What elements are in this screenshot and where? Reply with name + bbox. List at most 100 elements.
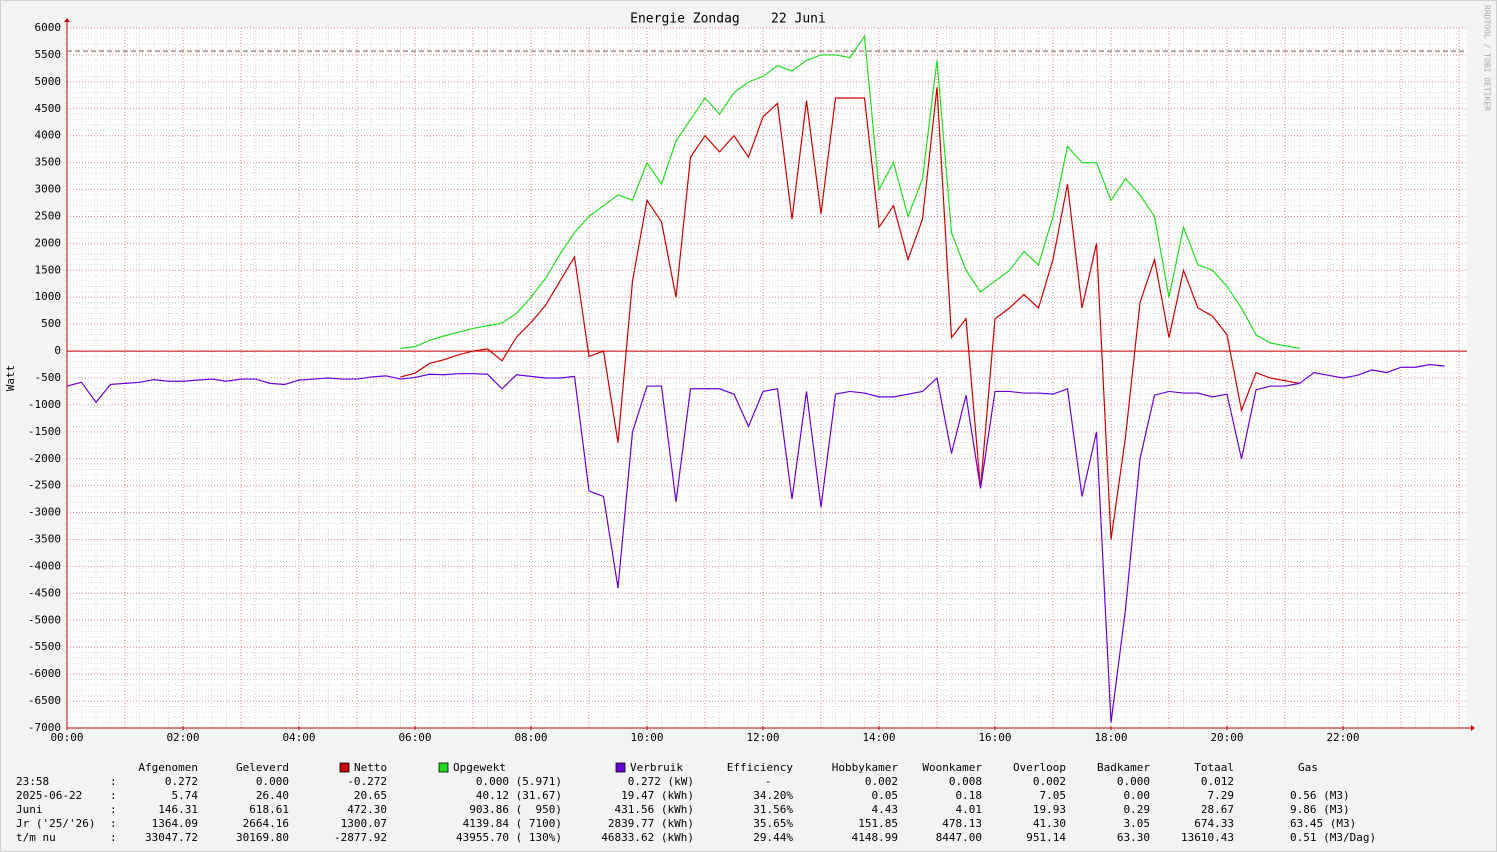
y-tick-label: -1500 — [28, 425, 61, 438]
x-tick-label: 12:00 — [746, 731, 779, 744]
table-cell: 35.65% — [753, 817, 793, 830]
column-header: Gas — [1298, 761, 1318, 774]
column-header: Hobbykamer — [832, 761, 899, 774]
table-cell: 0.272 (kW) — [628, 775, 694, 788]
table-cell: 903.86 ( 950) — [469, 803, 562, 816]
x-tick-label: 14:00 — [862, 731, 895, 744]
table-cell: 20.65 — [354, 789, 387, 802]
legend-label: Opgewekt — [453, 761, 506, 774]
table-cell: 26.40 — [256, 789, 289, 802]
table-cell: 28.67 — [1201, 803, 1234, 816]
legend-swatch — [438, 762, 449, 773]
table-cell: 0.000 (5.971) — [476, 775, 562, 788]
table-cell: 674.33 — [1194, 817, 1234, 830]
table-cell: 146.31 — [158, 803, 198, 816]
y-tick-label: -5000 — [28, 613, 61, 626]
x-tick-label: 20:00 — [1210, 731, 1243, 744]
table-cell: : — [110, 803, 117, 816]
table-cell: 7.29 — [1208, 789, 1235, 802]
table-cell: 63.45 (M3) — [1290, 817, 1356, 830]
table-cell: t/m nu — [16, 831, 56, 844]
y-tick-label: 3000 — [35, 183, 62, 196]
y-tick-label: 1000 — [35, 290, 62, 303]
y-tick-label: 1500 — [35, 263, 62, 276]
table-cell: -0.272 — [347, 775, 387, 788]
table-cell: 5.74 — [172, 789, 199, 802]
table-cell: 46833.62 (kWh) — [601, 831, 694, 844]
table-cell: 19.93 — [1033, 803, 1066, 816]
y-tick-label: -2500 — [28, 479, 61, 492]
table-cell: 4.01 — [956, 803, 983, 816]
table-cell: 0.29 — [1124, 803, 1151, 816]
table-cell: : — [110, 817, 117, 830]
column-header: Afgenomen — [138, 761, 198, 774]
table-cell: 2839.77 (kWh) — [608, 817, 694, 830]
legend-swatch — [615, 762, 626, 773]
table-cell: 8447.00 — [936, 831, 982, 844]
table-cell: 151.85 — [858, 817, 898, 830]
y-tick-label: -5500 — [28, 640, 61, 653]
axis-arrow — [1471, 725, 1475, 731]
column-header: Overloop — [1013, 761, 1066, 774]
table-cell: 4139.84 ( 7100) — [463, 817, 562, 830]
table-cell: 2025-06-22 — [16, 789, 82, 802]
y-tick-label: -7000 — [28, 721, 61, 734]
table-cell: 29.44% — [753, 831, 793, 844]
y-tick-label: -2000 — [28, 452, 61, 465]
column-header: Geleverd — [236, 761, 289, 774]
table-cell: - — [765, 775, 772, 788]
y-tick-label: 3500 — [35, 156, 62, 169]
table-cell: 478.13 — [942, 817, 982, 830]
table-cell: 13610.43 — [1181, 831, 1234, 844]
table-cell: 7.05 — [1040, 789, 1067, 802]
y-tick-label: 6000 — [35, 21, 62, 34]
x-tick-label: 22:00 — [1326, 731, 1359, 744]
table-cell: 9.86 (M3) — [1290, 803, 1350, 816]
x-tick-label: 08:00 — [514, 731, 547, 744]
y-tick-label: 2000 — [35, 236, 62, 249]
series-line — [400, 34, 1300, 349]
y-tick-label: -3000 — [28, 506, 61, 519]
table-cell: 40.12 (31.67) — [476, 789, 562, 802]
table-cell: 34.20% — [753, 789, 793, 802]
table-cell: 2664.16 — [243, 817, 289, 830]
table-cell: 19.47 (kWh) — [621, 789, 694, 802]
table-cell: 4148.99 — [852, 831, 898, 844]
y-tick-label: -6500 — [28, 694, 61, 707]
table-cell: 0.008 — [949, 775, 982, 788]
table-cell: 0.000 — [256, 775, 289, 788]
table-cell: : — [110, 775, 117, 788]
y-tick-label: -3500 — [28, 533, 61, 546]
x-tick-label: 02:00 — [166, 731, 199, 744]
y-tick-label: -4500 — [28, 586, 61, 599]
y-tick-label: 4500 — [35, 102, 62, 115]
y-tick-label: -1000 — [28, 398, 61, 411]
x-tick-label: 04:00 — [282, 731, 315, 744]
y-tick-label: -500 — [35, 371, 62, 384]
table-cell: 0.272 — [165, 775, 198, 788]
y-tick-label: 5000 — [35, 75, 62, 88]
table-cell: 30169.80 — [236, 831, 289, 844]
legend-swatch — [339, 762, 350, 773]
table-cell: 0.18 — [956, 789, 983, 802]
x-tick-label: 18:00 — [1094, 731, 1127, 744]
table-cell: 1300.07 — [341, 817, 387, 830]
x-tick-label: 06:00 — [398, 731, 431, 744]
table-cell: 0.002 — [865, 775, 898, 788]
table-cell: 0.05 — [872, 789, 899, 802]
y-axis-label: Watt — [4, 365, 17, 392]
y-tick-label: 4000 — [35, 129, 62, 142]
y-tick-label: 5500 — [35, 48, 62, 61]
table-cell: 43955.70 ( 130%) — [456, 831, 562, 844]
series-line — [400, 87, 1300, 540]
table-cell: 3.05 — [1124, 817, 1151, 830]
table-cell: Juni — [16, 803, 43, 816]
legend-label: Netto — [354, 761, 387, 774]
y-tick-label: -6000 — [28, 667, 61, 680]
y-tick-label: 500 — [41, 317, 61, 330]
table-cell: 4.43 — [872, 803, 899, 816]
series-line — [66, 363, 1445, 723]
y-tick-label: -4000 — [28, 559, 61, 572]
table-cell: 1364.09 — [152, 817, 198, 830]
